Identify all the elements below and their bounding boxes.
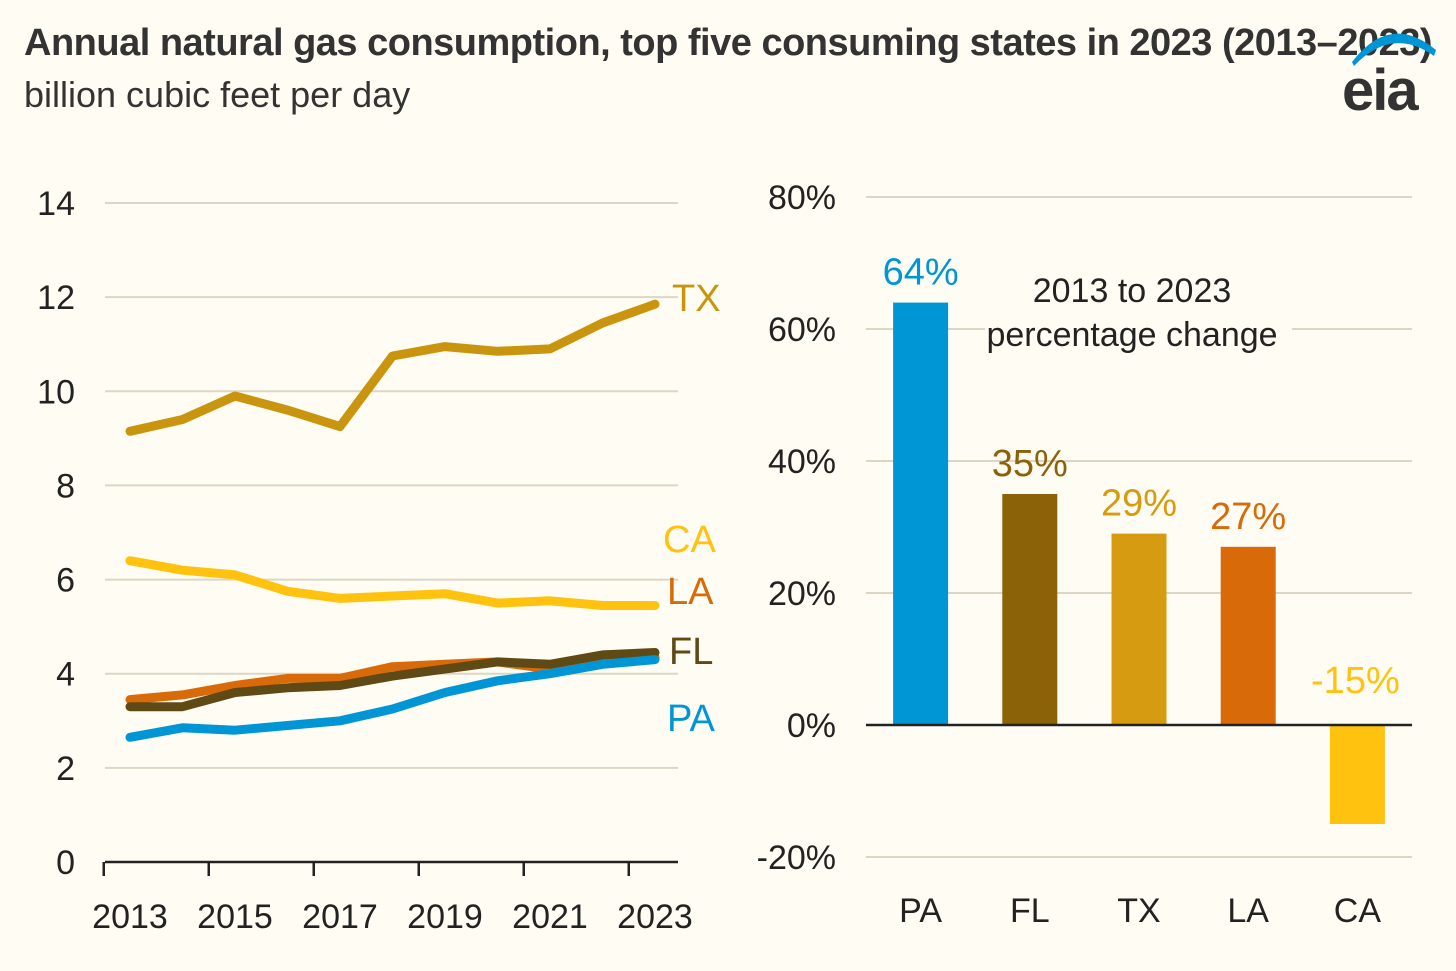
series-label-tx: TX (672, 278, 721, 320)
bar-chart-y-tick-label: 80% (768, 179, 836, 217)
line-chart-y-tick-label: 12 (37, 279, 75, 317)
eia-logo-arc (1352, 33, 1436, 66)
bar-pa (893, 302, 949, 725)
line-chart-x-tick-label: 2013 (92, 898, 168, 936)
line-chart-gridlines (105, 202, 678, 769)
series-line-pa (125, 655, 660, 742)
line-chart-y-tick-label: 14 (37, 185, 75, 223)
bar-chart-x-tick-label: TX (1117, 892, 1160, 930)
line-chart-y-tick-label: 10 (37, 373, 75, 411)
bar-chart-annotation-line-1: 2013 to 2023 (1033, 272, 1232, 310)
line-chart-y-tick-label: 0 (56, 844, 75, 882)
bar-chart-annotation: 2013 to 2023 percentage change (986, 272, 1277, 354)
line-chart-y-tick-label: 6 (56, 562, 75, 600)
bar-chart-y-tick-label: 60% (768, 311, 836, 349)
line-chart-y-ticks: 0 2 4 6 8 10 12 14 (37, 185, 75, 882)
bar-value-label-ca: -15% (1311, 660, 1400, 702)
bar-chart-bars: 64% 35% 29% 27% -15% (883, 252, 1400, 824)
bar-value-label-tx: 29% (1101, 483, 1177, 525)
line-chart-y-tick-label: 4 (56, 656, 75, 694)
bar-value-label-la: 27% (1210, 496, 1286, 538)
bar-tx (1111, 533, 1167, 725)
series-line-fl (125, 648, 660, 712)
line-chart: 0 2 4 6 8 10 12 14 2013 2015 2017 2019 2021 2023 TX C… (37, 185, 720, 936)
bar-chart-annotation-line-2: percentage change (986, 316, 1277, 354)
bar-chart-x-tick-label: CA (1334, 892, 1382, 930)
line-chart-x-tick-label: 2017 (302, 898, 378, 936)
series-line-la (125, 652, 660, 705)
line-chart-x-tick-label: 2021 (512, 898, 588, 936)
bar-chart-y-tick-label: 20% (768, 575, 836, 613)
bar-ca (1329, 725, 1385, 824)
line-chart-x-tick-label: 2019 (407, 898, 483, 936)
eia-logo-text: eia (1342, 58, 1419, 120)
bar-value-label-pa: 64% (883, 252, 959, 294)
chart-subtitle: billion cubic feet per day (24, 74, 411, 115)
line-chart-series (125, 299, 660, 742)
line-chart-x-axis: 2013 2015 2017 2019 2021 2023 (92, 860, 693, 936)
series-label-pa: PA (667, 698, 716, 740)
bar-chart-y-tick-label: 0% (787, 707, 836, 745)
bar-la (1220, 546, 1276, 725)
line-chart-x-tick-label: 2023 (617, 898, 693, 936)
series-line-ca (125, 556, 660, 610)
bar-chart-y-tick-label: -20% (757, 839, 836, 877)
bar-chart-y-ticks: -20% 0% 20% 40% 60% 80% (757, 179, 836, 877)
chart-title: Annual natural gas consumption, top five… (24, 22, 1433, 64)
line-chart-series-labels: TX CA LA FL PA (663, 278, 721, 740)
series-label-fl: FL (669, 631, 713, 673)
series-line-tx (125, 299, 660, 436)
eia-logo: eia (1342, 33, 1436, 120)
bar-chart-x-tick-label: LA (1227, 892, 1269, 930)
bar-chart-y-tick-label: 40% (768, 443, 836, 481)
series-label-la: LA (667, 571, 714, 613)
bar-chart-x-tick-label: PA (899, 892, 942, 930)
bar-chart-x-ticks: PA FL TX LA CA (899, 892, 1381, 930)
line-chart-x-tick-label: 2015 (197, 898, 273, 936)
line-chart-y-tick-label: 8 (56, 467, 75, 505)
bar-chart: -20% 0% 20% 40% 60% 80% 2013 to 2023 percentag… (757, 179, 1412, 930)
series-label-ca: CA (663, 519, 716, 561)
bar-chart-x-tick-label: FL (1010, 892, 1050, 930)
bar-value-label-fl: 35% (992, 443, 1068, 485)
line-chart-y-tick-label: 2 (56, 750, 75, 788)
bar-fl (1002, 494, 1058, 725)
